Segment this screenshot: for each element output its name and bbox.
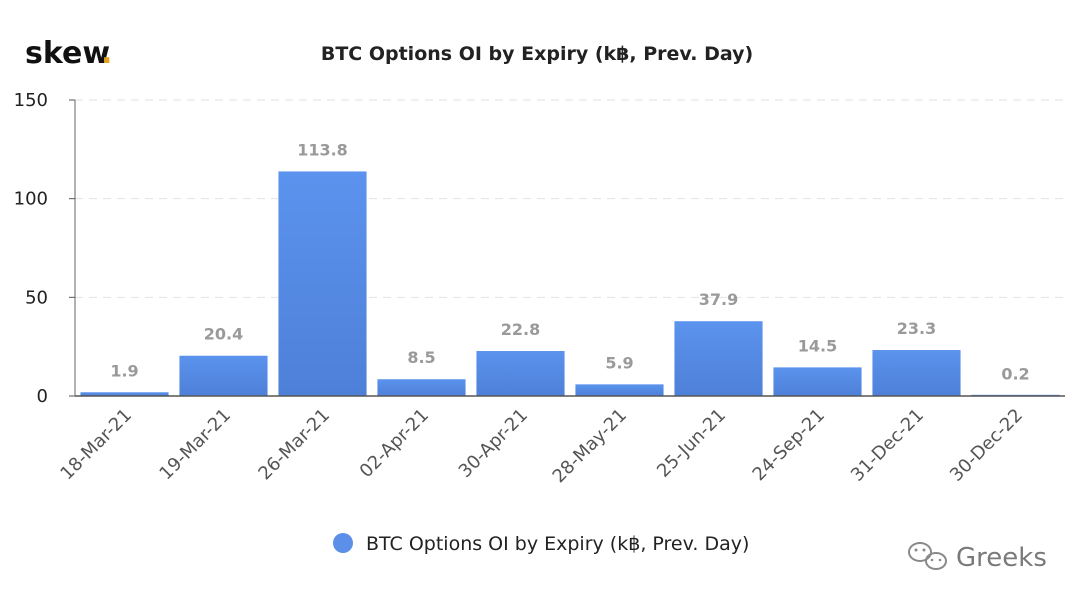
data-label: 113.8: [297, 140, 348, 159]
data-label: 23.3: [897, 319, 936, 338]
wechat-icon: [908, 542, 947, 570]
data-label: 5.9: [605, 353, 633, 372]
watermark: Greeks: [908, 542, 1047, 573]
legend[interactable]: BTC Options OI by Expiry (k฿, Prev. Day): [333, 533, 749, 555]
y-tick-label: 150: [14, 90, 48, 111]
legend-marker: [333, 533, 353, 553]
data-labels: 1.9 20.4 113.8 8.5 22.8 5.9 37.9 14.5 23.3 0.2: [110, 140, 1029, 383]
x-tick-label: 28-May-21: [549, 405, 632, 488]
data-label: 0.2: [1001, 365, 1029, 384]
bar-24-Sep-21[interactable]: [773, 367, 862, 396]
y-tick-label: 0: [37, 386, 48, 407]
bar-19-Mar-21[interactable]: [179, 355, 268, 396]
bar-25-Jun-21[interactable]: [674, 321, 763, 396]
bar-26-Mar-21[interactable]: [278, 171, 367, 396]
bars: [80, 171, 1060, 396]
data-label: 22.8: [501, 320, 540, 339]
data-label: 20.4: [204, 325, 243, 344]
data-label: 37.9: [699, 290, 738, 309]
legend-label: BTC Options OI by Expiry (k฿, Prev. Day): [366, 533, 749, 555]
x-tick-label: 25-Jun-21: [653, 405, 730, 482]
bar-28-May-21[interactable]: [575, 384, 664, 396]
y-tick-label: 100: [14, 189, 48, 210]
bar-31-Dec-21[interactable]: [872, 350, 961, 396]
x-tick-label: 02-Apr-21: [356, 405, 433, 482]
watermark-text: Greeks: [956, 543, 1047, 573]
skew-logo: skew .: [25, 36, 112, 71]
logo-dot: .: [101, 36, 112, 71]
grid-lines: [75, 99, 1065, 298]
x-tick-label: 24-Sep-21: [749, 405, 829, 485]
chart-title: BTC Options OI by Expiry (k฿, Prev. Day): [321, 43, 753, 65]
x-tick-label: 30-Dec-22: [946, 405, 1027, 486]
data-label: 14.5: [798, 336, 837, 355]
x-tick-label: 26-Mar-21: [254, 405, 334, 485]
x-tick-label: 30-Apr-21: [455, 405, 532, 482]
data-label: 1.9: [110, 361, 138, 380]
bar-18-Mar-21[interactable]: [80, 392, 169, 396]
x-axis: 18-Mar-21 19-Mar-21 26-Mar-21 02-Apr-21 30-A…: [56, 395, 1065, 488]
x-tick-label: 18-Mar-21: [56, 405, 136, 485]
bar-02-Apr-21[interactable]: [377, 379, 466, 396]
bar-30-Apr-21[interactable]: [476, 351, 565, 396]
logo-wordmark: skew: [25, 36, 110, 71]
y-axis: 0 50 100 150: [14, 90, 76, 407]
x-tick-label: 31-Dec-21: [847, 405, 928, 486]
x-tick-label: 19-Mar-21: [155, 405, 235, 485]
data-label: 8.5: [407, 348, 435, 367]
y-tick-label: 50: [25, 287, 48, 308]
